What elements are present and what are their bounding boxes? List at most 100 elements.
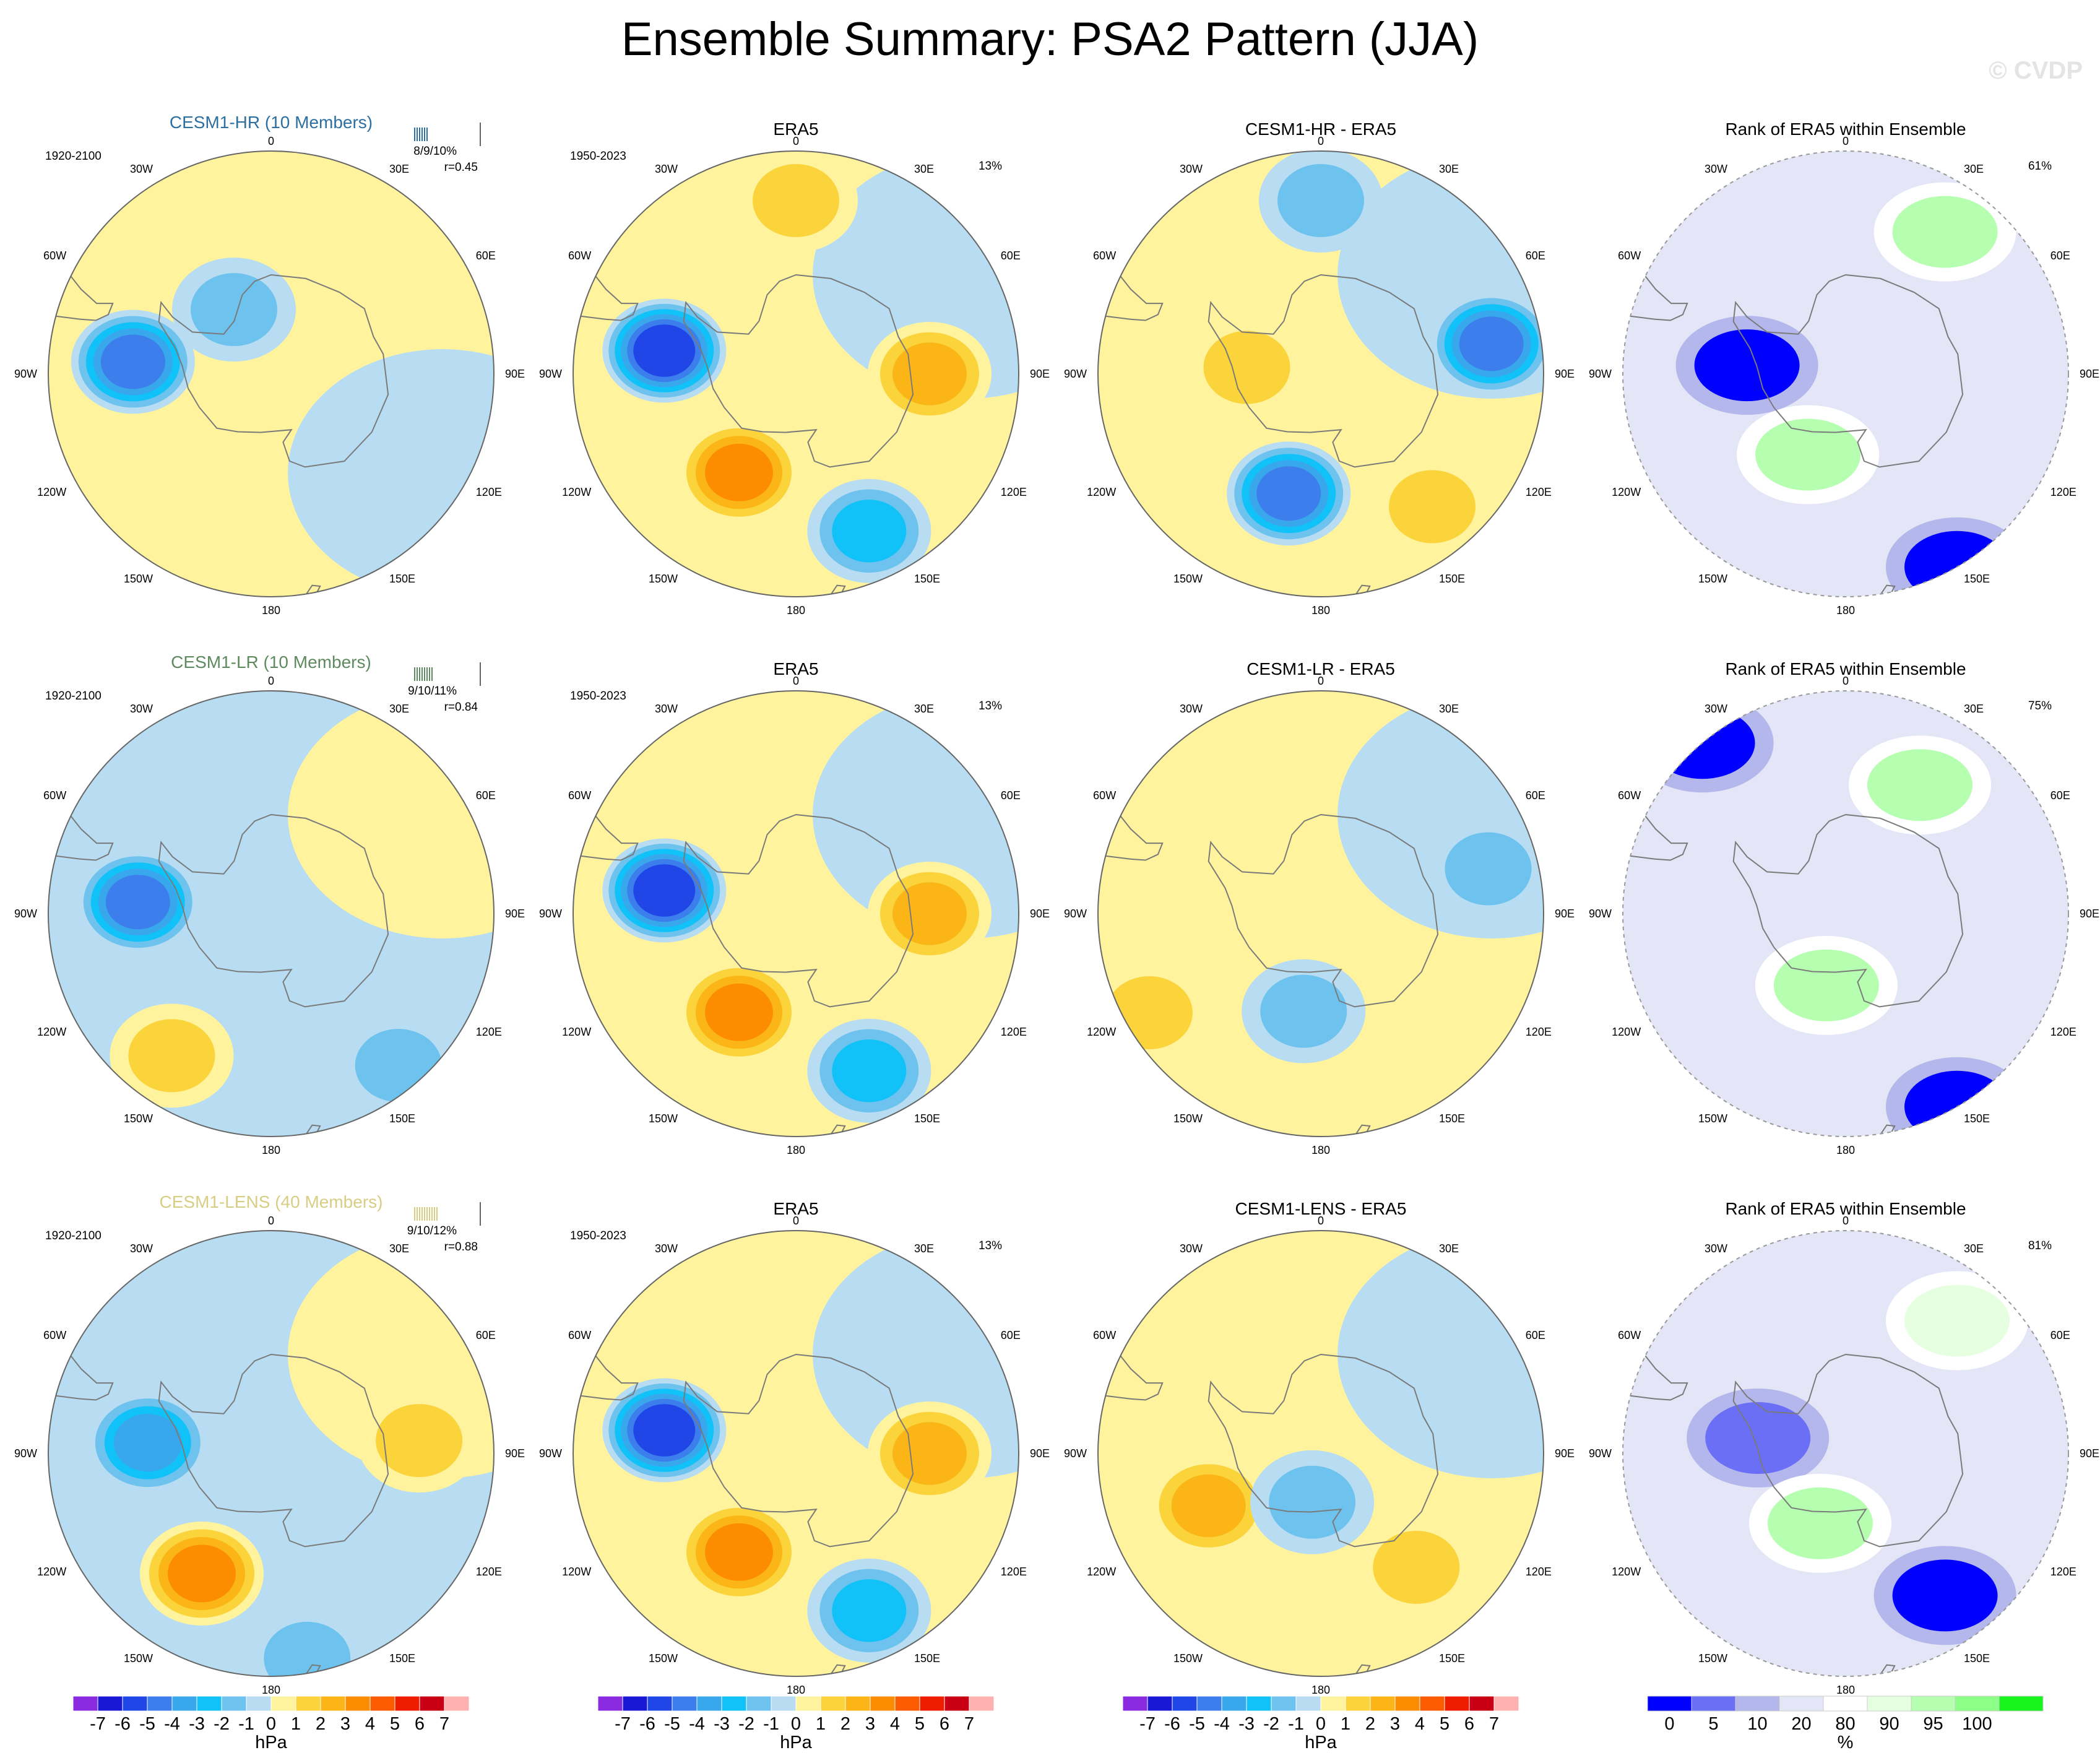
hpa-colorbar: -7 -6 -5 -4 -3 -2 -1 0 1 2 3 4 5 6 7 hPa [72, 1696, 470, 1752]
model-r: r=0.88 [444, 1241, 478, 1254]
colorbar-tick-label: 95 [1923, 1714, 1943, 1734]
colorbar-swatch [1394, 1696, 1420, 1712]
lon-tick-label: 120W [1612, 1566, 1641, 1578]
rank-pct: 61% [2028, 160, 2052, 173]
colorbar-tick-label: -3 [714, 1714, 730, 1734]
lon-tick-label: 150E [1439, 1112, 1465, 1125]
anomaly-center [1675, 316, 1818, 415]
colorbar-swatch [1823, 1696, 1868, 1712]
colorbar-swatch [419, 1696, 445, 1712]
anomaly-center [868, 1401, 992, 1505]
lon-tick-label: 90E [505, 368, 525, 380]
lon-tick-label: 90W [539, 907, 562, 920]
rank-title: Rank of ERA5 within Ensemble [1725, 119, 1966, 139]
map-panel-model-row2: 0 30E 60E 90E 120E 150E 180 150W 120W 90W 60W 30W CE… [14, 652, 525, 1156]
colorbar-tick-label: 80 [1835, 1714, 1855, 1734]
colorbar-swatch [1271, 1696, 1297, 1712]
colorbar-swatch [894, 1696, 920, 1712]
lon-tick-label: 90E [1555, 907, 1575, 920]
colorbar-tick-label: 0 [266, 1714, 276, 1734]
regional-anomaly [288, 349, 494, 597]
colorbar-swatch [320, 1696, 346, 1712]
anomaly-center [1849, 735, 1991, 835]
rank-pct: 81% [2028, 1239, 2052, 1252]
colorbar-tick-label: -5 [664, 1714, 680, 1734]
lon-tick-label: 30W [655, 703, 678, 715]
anomaly-center [245, 1606, 369, 1676]
lon-tick-label: 150E [1964, 573, 1990, 585]
lon-tick-label: 150W [124, 1652, 153, 1665]
colorbar-tick-label: 6 [1464, 1714, 1474, 1734]
lon-tick-label: 30W [1180, 1242, 1203, 1255]
anomaly-center [868, 862, 992, 966]
colorbar-tick-label: 5 [1708, 1714, 1718, 1734]
anomaly-center [172, 258, 296, 362]
map-border [1097, 1230, 1544, 1677]
lon-tick-label: 120E [1526, 1566, 1552, 1578]
colorbar-swatch [647, 1696, 673, 1712]
map-border [573, 690, 1019, 1137]
lon-tick-label: 60E [2050, 249, 2070, 262]
lon-tick-label: 120E [476, 1026, 502, 1038]
obs-title: ERA5 [773, 119, 818, 139]
colorbar-tick-label: -4 [1214, 1714, 1230, 1734]
hpa-colorbar: -7 -6 -5 -4 -3 -2 -1 0 1 2 3 4 5 6 7 hPa [597, 1696, 995, 1752]
map-border [1622, 1230, 2069, 1677]
lon-tick-label: 120W [562, 1566, 591, 1578]
anomaly-center [85, 1390, 210, 1495]
colorbar-swatch [1955, 1696, 2000, 1712]
colorbar-swatch [1691, 1696, 1736, 1712]
lon-tick-label: 120E [2050, 1026, 2076, 1038]
anomaly-center [807, 479, 931, 583]
lon-tick-label: 150E [389, 1652, 415, 1665]
anomaly-center [602, 298, 727, 403]
lon-tick-label: 90W [14, 907, 37, 920]
lon-tick-label: 30E [1964, 703, 1984, 715]
lon-tick-label: 120W [1612, 486, 1641, 498]
lon-tick-label: 0 [268, 1215, 274, 1227]
colorbar-swatch [1647, 1696, 1692, 1712]
map-border [1622, 150, 2069, 597]
anomaly-center [76, 850, 200, 955]
colorbar-tick-label: 1 [291, 1714, 301, 1734]
anomaly-center [1749, 1473, 1891, 1573]
map-border [48, 150, 495, 597]
map-border [1097, 690, 1544, 1137]
lon-tick-label: 150E [914, 1112, 940, 1125]
lon-tick-label: 90W [1064, 1447, 1087, 1460]
lon-tick-label: 150W [649, 573, 678, 585]
map-panel-obs-row3: 0 30E 60E 90E 120E 150E 180 150W 120W 90W 60W 30W ER… [539, 1199, 1050, 1696]
lon-tick-label: 150E [1439, 1652, 1465, 1665]
colorbar-unit: % [1838, 1733, 1854, 1752]
lon-tick-label: 0 [1318, 675, 1324, 687]
lon-tick-label: 180 [1836, 1684, 1855, 1696]
lon-tick-label: 90E [2080, 907, 2099, 920]
anomaly-center [1886, 1271, 2028, 1371]
lon-tick-label: 120W [1087, 1566, 1116, 1578]
anomaly-center [1429, 292, 1544, 396]
model-r: r=0.84 [444, 701, 478, 714]
colorbar-swatch [969, 1696, 995, 1712]
map-panel-obs-row2: 0 30E 60E 90E 120E 150E 180 150W 120W 90W 60W 30W ER… [539, 659, 1050, 1156]
colorbar-tick-label: 7 [1489, 1714, 1499, 1734]
colorbar-tick-label: 2 [840, 1714, 850, 1734]
lon-tick-label: 60W [1618, 789, 1641, 802]
anomaly-center [807, 1018, 931, 1123]
lon-tick-label: 90W [1064, 907, 1087, 920]
map-panel-rank-row2: 0 30E 60E 90E 120E 150E 180 150W 120W 90W 60W 30W Ra… [1589, 659, 2099, 1156]
colorbar-tick-label: -4 [689, 1714, 705, 1734]
lon-tick-label: 60E [476, 249, 496, 262]
colorbar-swatch [622, 1696, 648, 1712]
lon-tick-label: 120W [1087, 486, 1116, 498]
map-border [1097, 150, 1544, 597]
anomaly-center [1098, 961, 1211, 1065]
colorbar-swatch [394, 1696, 420, 1712]
rank-title: Rank of ERA5 within Ensemble [1725, 659, 1966, 678]
ensemble-spread-glyph [414, 123, 481, 146]
colorbar-tick-label: -6 [115, 1714, 131, 1734]
lon-tick-label: 90W [1589, 907, 1612, 920]
ensemble-spread-glyph [414, 662, 481, 686]
colorbar-tick-label: -7 [1139, 1714, 1156, 1734]
map-border [1622, 690, 2069, 1137]
lon-tick-label: 0 [793, 1215, 799, 1227]
